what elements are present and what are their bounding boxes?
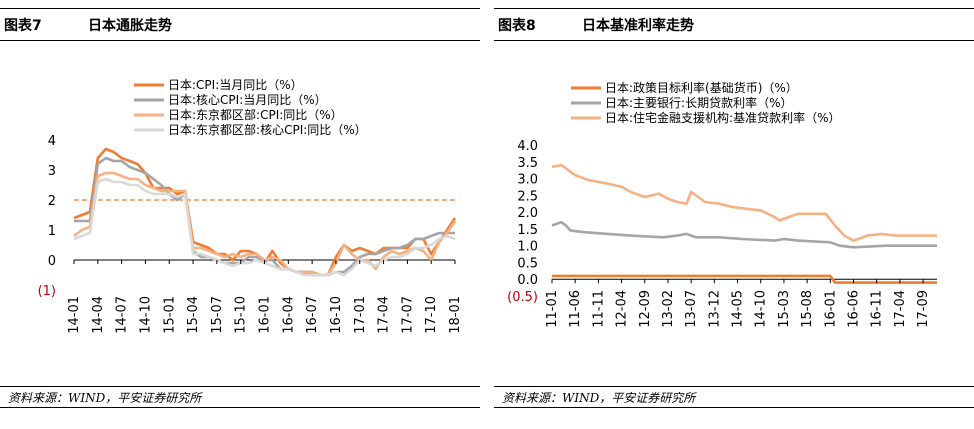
chart-panel-inflation: 图表7 日本通胀走势 日本:CPI:当月同比（%） 日本:核心CPI:当月同比（%… [0, 0, 480, 429]
x-tick-label: 17-07 [400, 296, 415, 334]
x-tick-label: 12-09 [638, 290, 653, 328]
x-tick-label: 15-03 [777, 290, 792, 328]
x-tick-label: 15-01 [162, 296, 177, 334]
series-line [551, 163, 937, 242]
legend-label: 日本:住宅金融支援机构:基准贷款利率（%） [605, 110, 841, 125]
legend-entry: 日本:主要银行:长期贷款利率（%） [571, 95, 793, 110]
x-tick-label: 17-09 [916, 290, 931, 328]
series-line [551, 220, 937, 249]
panel-title: 图表8 日本基准利率走势 [494, 15, 974, 37]
chart-panel-interest-rate: 图表8 日本基准利率走势 日本:政策目标利率(基础货币)（%） 日本:主要银行:长… [494, 0, 974, 429]
y-tick-label: 3.0 [517, 173, 538, 188]
legend-entry: 日本:政策目标利率(基础货币)（%） [571, 80, 798, 95]
x-tick-label: 14-04 [91, 296, 106, 334]
figure-title: 日本基准利率走势 [582, 18, 694, 34]
legend-label: 日本:CPI:当月同比（%） [168, 78, 303, 92]
x-tick-label: 16-04 [281, 296, 296, 334]
source-note: 资料来源：WIND，平安证券研究所 [8, 391, 202, 405]
y-tick-label: 0.0 [517, 273, 538, 288]
x-tick-label: 15-04 [186, 296, 201, 334]
figure-number: 图表8 [498, 18, 536, 34]
x-tick-label: 14-07 [115, 296, 130, 334]
legend-label: 日本:核心CPI:当月同比（%） [168, 93, 327, 107]
x-tick-label: 14-01 [67, 296, 82, 334]
y-tick-label: 4 [48, 134, 56, 149]
y-tick-label: 1 [48, 224, 56, 239]
source-bottom-rule [0, 407, 480, 408]
legend-label: 日本:东京都区部:CPI:同比（%） [168, 107, 343, 122]
y-tick-label: (1) [38, 284, 56, 299]
legend-entry: 日本:CPI:当月同比（%） [134, 78, 303, 92]
panel-title-rule [494, 40, 974, 41]
source-top-rule [494, 386, 974, 387]
x-tick-label: 14-05 [731, 290, 746, 328]
source-note: 资料来源：WIND，平安证券研究所 [502, 391, 696, 405]
y-tick-label: 1.5 [517, 223, 538, 238]
x-tick-label: 13-02 [661, 290, 676, 328]
x-tick-label: 16-06 [847, 290, 862, 328]
y-tick-label: 3.5 [517, 156, 538, 171]
source-top-rule [0, 386, 480, 387]
legend-entry: 日本:东京都区部:核心CPI:同比（%） [134, 122, 367, 137]
legend-entry: 日本:核心CPI:当月同比（%） [134, 93, 327, 107]
panel-title-rule [0, 40, 480, 41]
inflation-line-chart: 日本:CPI:当月同比（%）日本:核心CPI:当月同比（%）日本:东京都区部:C… [38, 78, 463, 334]
legend-label: 日本:政策目标利率(基础货币)（%） [605, 80, 798, 95]
source-bottom-rule [494, 407, 974, 408]
y-tick-label: 2.5 [517, 189, 538, 204]
x-tick-label: 16-11 [870, 290, 885, 328]
x-tick-label: 15-07 [210, 296, 225, 334]
x-tick-label: 14-10 [138, 296, 153, 334]
x-tick-label: 11-11 [591, 290, 606, 328]
legend-entry: 日本:东京都区部:CPI:同比（%） [134, 107, 343, 122]
y-tick-label: 4.0 [517, 139, 538, 154]
y-tick-label: 0.5 [517, 256, 538, 271]
x-tick-label: 17-04 [893, 290, 908, 328]
y-tick-label: (0.5) [507, 290, 538, 305]
y-tick-label: 3 [48, 164, 56, 179]
x-tick-label: 18-01 [448, 296, 463, 334]
x-tick-label: 13-12 [707, 290, 722, 328]
figure-number: 图表7 [4, 18, 42, 34]
legend-label: 日本:东京都区部:核心CPI:同比（%） [168, 122, 367, 137]
x-tick-label: 16-01 [258, 296, 273, 334]
panel-top-rule [0, 8, 480, 9]
x-tick-label: 12-04 [615, 290, 630, 328]
panel-top-rule [494, 8, 974, 9]
figure-title: 日本通胀走势 [88, 18, 172, 34]
x-tick-label: 16-10 [329, 296, 344, 334]
y-tick-label: 1.0 [517, 240, 538, 255]
x-tick-label: 15-10 [234, 296, 249, 334]
x-tick-label: 16-01 [823, 290, 838, 328]
y-tick-label: 0 [48, 254, 56, 269]
x-tick-label: 17-01 [353, 296, 368, 334]
y-tick-label: 2 [48, 194, 56, 209]
x-tick-label: 14-10 [754, 290, 769, 328]
x-tick-label: 11-01 [545, 290, 560, 328]
y-tick-label: 2.0 [517, 206, 538, 221]
series-line [552, 274, 937, 284]
panel-title: 图表7 日本通胀走势 [0, 15, 480, 37]
x-tick-label: 16-07 [305, 296, 320, 334]
x-tick-label: 15-08 [800, 290, 815, 328]
interest-rate-line-chart: 日本:政策目标利率(基础货币)（%）日本:主要银行:长期贷款利率（%）日本:住宅… [507, 80, 937, 328]
x-tick-label: 11-06 [568, 290, 583, 328]
x-tick-label: 13-07 [684, 290, 699, 328]
x-tick-label: 17-04 [377, 296, 392, 334]
legend-label: 日本:主要银行:长期贷款利率（%） [605, 95, 793, 110]
x-tick-label: 17-10 [424, 296, 439, 334]
legend-entry: 日本:住宅金融支援机构:基准贷款利率（%） [571, 110, 841, 125]
